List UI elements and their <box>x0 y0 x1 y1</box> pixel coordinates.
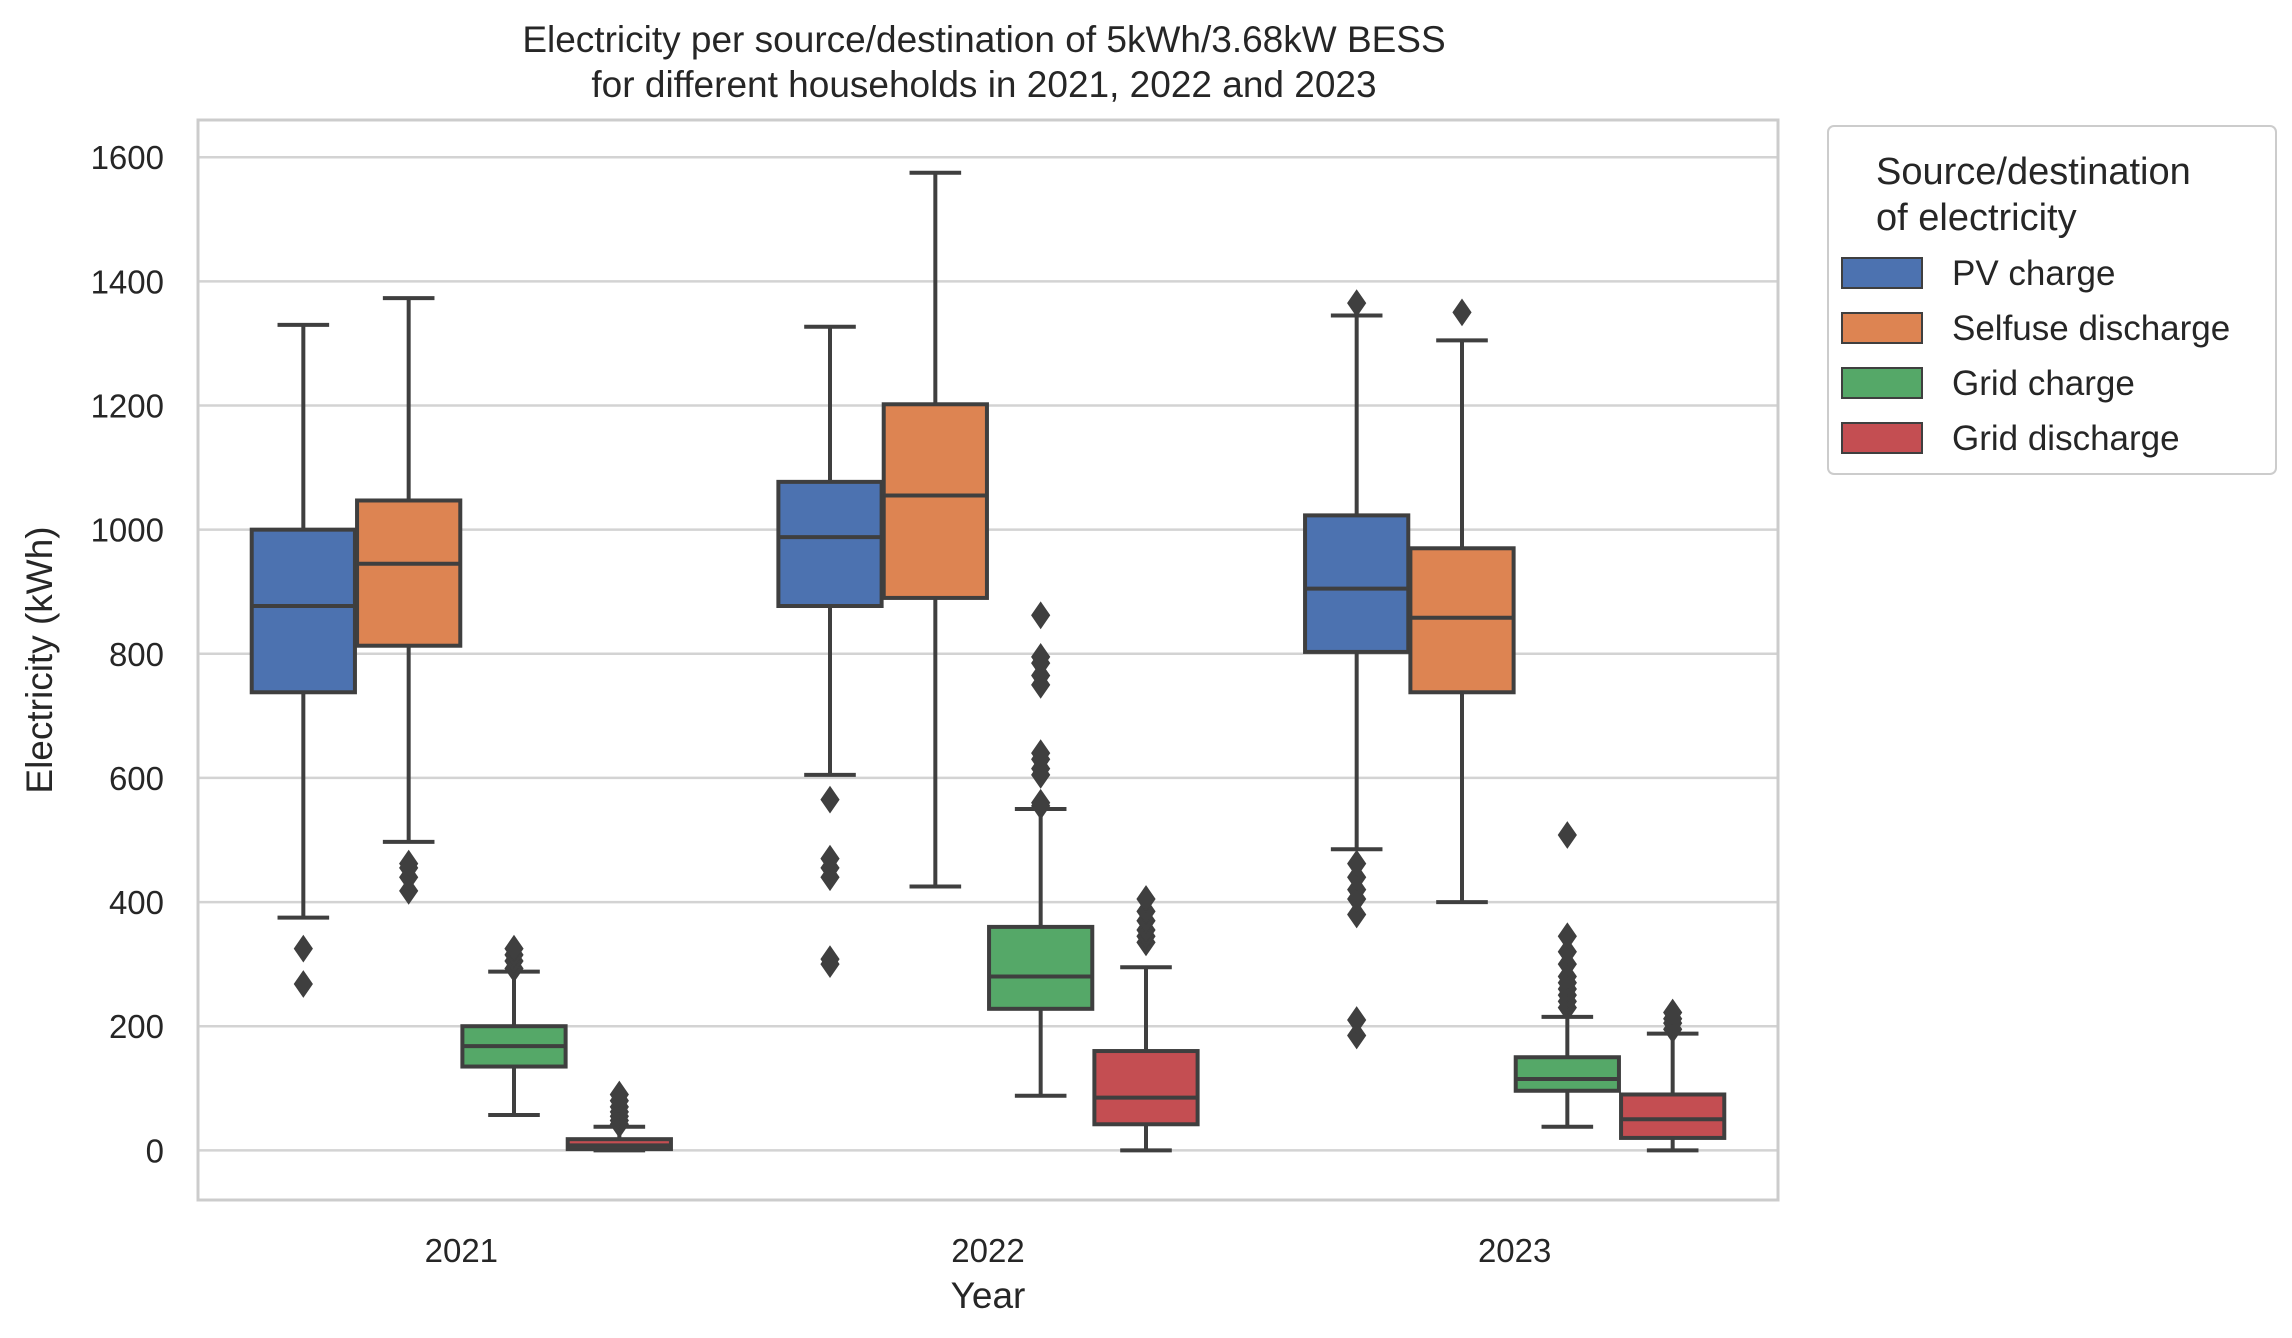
outlier-point <box>1452 298 1472 327</box>
box-2022-pv-charge <box>776 324 884 979</box>
x-axis-label: Year <box>951 1275 1026 1316</box>
box-iqr <box>1513 1055 1621 1093</box>
outlier-point <box>1557 937 1577 966</box>
box-2021-pv-charge <box>249 322 357 998</box>
legend-title-line-2: of electricity <box>1876 197 2077 239</box>
outlier-point <box>1347 1021 1367 1050</box>
box-iqr <box>881 402 989 600</box>
outlier-point <box>293 934 313 963</box>
outlier-point <box>1557 821 1577 849</box>
x-tick-label-2021: 2021 <box>425 1232 498 1269</box>
box-iqr <box>1092 1049 1200 1127</box>
y-tick-label-600: 600 <box>109 760 164 797</box>
outlier-point <box>1031 643 1051 671</box>
box-iqr <box>776 479 884 608</box>
y-tick-labels: 0 200 400 600 800 1000 1200 1400 1600 <box>91 139 164 1169</box>
outlier-point <box>399 849 419 878</box>
outlier-point <box>293 970 313 998</box>
y-axis-label: Electricity (kWh) <box>19 526 60 793</box>
box-2023-grid-discharge <box>1619 998 1727 1153</box>
box-iqr <box>1619 1092 1727 1140</box>
box-2023-pv-charge <box>1303 289 1411 1050</box>
box-2023-selfuse-discharge <box>1408 298 1516 905</box>
box-iqr <box>355 498 463 648</box>
y-tick-label-1200: 1200 <box>91 388 164 425</box>
box-iqr <box>1408 546 1516 695</box>
box-iqr <box>1303 513 1411 654</box>
outlier-point <box>1557 922 1577 951</box>
plot-frame <box>196 118 1780 1202</box>
legend-label-grid-discharge: Grid discharge <box>1952 419 2180 458</box>
legend-label-pv-charge: PV charge <box>1952 254 2115 293</box>
outlier-point <box>1663 998 1683 1027</box>
outlier-point <box>1031 739 1051 767</box>
y-tick-label-1600: 1600 <box>91 139 164 176</box>
legend-label-grid-charge: Grid charge <box>1952 364 2135 403</box>
outlier-point <box>1347 849 1367 878</box>
box-2021-selfuse-discharge <box>355 296 463 905</box>
y-tick-label-200: 200 <box>109 1008 164 1045</box>
outlier-point <box>609 1080 629 1109</box>
y-tick-label-800: 800 <box>109 636 164 673</box>
box-iqr <box>249 527 357 695</box>
outlier-point <box>1031 601 1051 630</box>
box-2021-grid-charge <box>460 934 568 1117</box>
outlier-point <box>1347 289 1367 317</box>
box-2022-grid-charge <box>987 601 1095 1098</box>
x-tick-label-2023: 2023 <box>1478 1232 1551 1269</box>
outlier-point <box>820 785 840 814</box>
box-2022-grid-discharge <box>1092 885 1200 1153</box>
legend-swatch-grid-charge <box>1841 367 1923 399</box>
outlier-point <box>820 945 840 974</box>
outlier-point <box>1347 900 1367 929</box>
x-tick-label-2022: 2022 <box>951 1232 1024 1269</box>
legend-swatch-pv-charge <box>1841 257 1923 289</box>
chart-title-line-1: Electricity per source/destination of 5k… <box>522 19 1445 60</box>
legend: Source/destination of electricity PV cha… <box>1827 125 2277 475</box>
legend-label-selfuse-discharge: Selfuse discharge <box>1952 309 2230 348</box>
box-2022-selfuse-discharge <box>881 170 989 889</box>
outlier-point <box>1136 885 1156 913</box>
box-2021-grid-discharge <box>565 1080 673 1153</box>
box-iqr <box>987 924 1095 1011</box>
legend-swatch-grid-discharge <box>1841 422 1923 454</box>
legend-title-line-1: Source/destination <box>1876 151 2191 193</box>
outlier-point <box>1347 1006 1367 1034</box>
y-tick-label-1400: 1400 <box>91 263 164 300</box>
x-tick-labels: 2021 2022 2023 <box>425 1232 1552 1269</box>
y-tick-label-400: 400 <box>109 884 164 921</box>
y-tick-label-1000: 1000 <box>91 512 164 549</box>
legend-frame <box>1827 125 2277 475</box>
legend-swatch-selfuse-discharge <box>1841 312 1923 344</box>
chart-title-line-2: for different households in 2021, 2022 a… <box>591 64 1376 105</box>
outlier-point <box>504 934 524 963</box>
box-2023-grid-charge <box>1513 821 1621 1129</box>
outlier-point <box>1031 788 1051 817</box>
outlier-point <box>820 844 840 873</box>
y-tick-label-0: 0 <box>146 1132 164 1169</box>
boxes <box>249 170 1727 1153</box>
